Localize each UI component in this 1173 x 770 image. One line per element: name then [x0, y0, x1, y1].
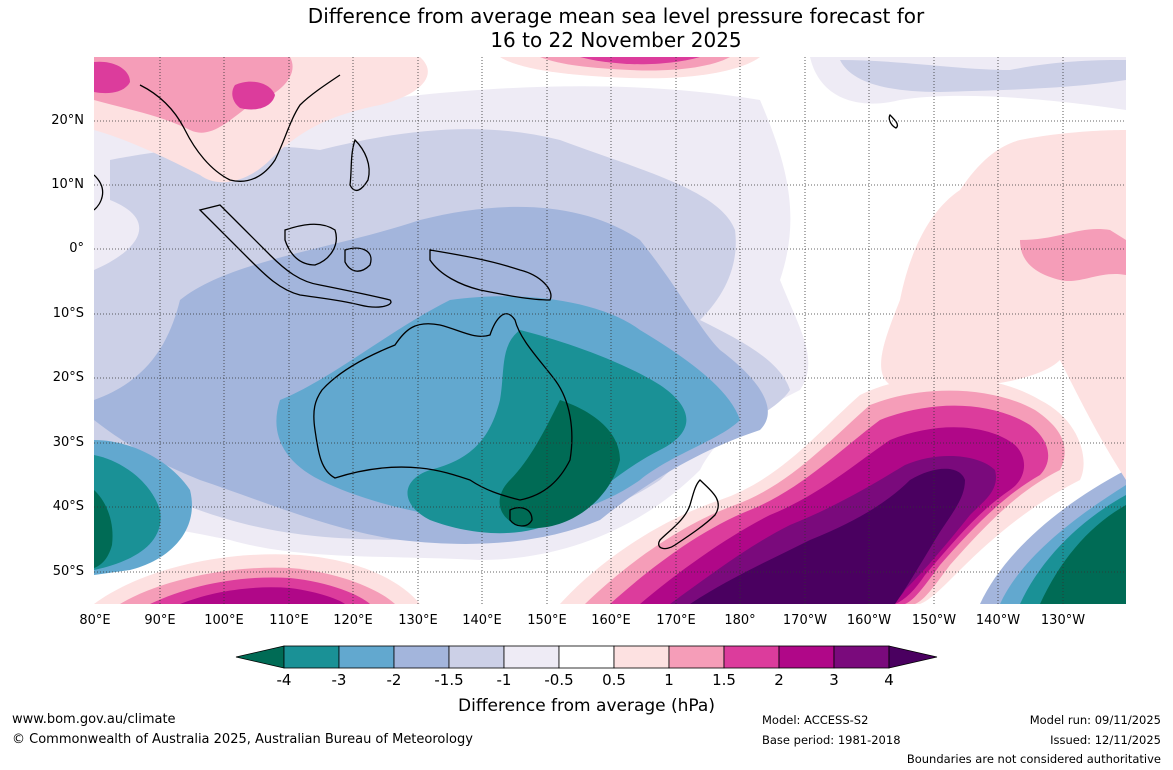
colorbar-arrow-low	[235, 645, 285, 669]
anomaly-field	[94, 57, 1126, 604]
lon-label: 180°	[724, 613, 756, 628]
lon-label: 170°E	[656, 613, 696, 628]
boundary-disclaimer: Boundaries are not considered authoritat…	[906, 752, 1161, 766]
lon-label: 140°W	[975, 613, 1021, 628]
lat-label: 10°N	[51, 177, 84, 192]
colorbar-arrow-high	[888, 645, 938, 669]
colorbar-tick: -1.5	[434, 671, 464, 689]
colorbar-tick: 1	[664, 671, 674, 689]
lon-label: 160°W	[846, 613, 892, 628]
colorbar-swatch	[558, 645, 615, 669]
colorbar-tick: 4	[884, 671, 894, 689]
colorbar-tick: 2	[774, 671, 784, 689]
website-link[interactable]: www.bom.gov.au/climate	[12, 712, 176, 727]
colorbar-swatch	[613, 645, 670, 669]
model-name: Model: ACCESS-S2	[762, 713, 869, 727]
lat-label: 20°N	[51, 113, 84, 128]
lon-label: 170°W	[782, 613, 828, 628]
model-run: Model run: 09/11/2025	[1029, 713, 1161, 727]
lon-label: 90°E	[144, 613, 176, 628]
lon-label: 160°E	[591, 613, 631, 628]
lon-label: 150°E	[527, 613, 567, 628]
colorbar-swatch	[668, 645, 725, 669]
lon-label: 150°W	[911, 613, 957, 628]
colorbar-tick: -4	[276, 671, 292, 689]
colorbar-title: Difference from average (hPa)	[458, 696, 715, 716]
colorbar-swatch	[448, 645, 505, 669]
issued-date: Issued: 12/11/2025	[1050, 733, 1161, 747]
colorbar-tick: 1.5	[712, 671, 736, 689]
colorbar-swatch	[723, 645, 780, 669]
map-title: Difference from average mean sea level p…	[0, 4, 1173, 52]
colorbar-tick: -2	[386, 671, 402, 689]
lon-label: 80°E	[79, 613, 111, 628]
colorbar-swatch	[503, 645, 560, 669]
lat-label: 20°S	[52, 370, 84, 385]
copyright: © Commonwealth of Australia 2025, Austra…	[12, 732, 473, 747]
colorbar-swatch	[283, 645, 340, 669]
colorbar-swatch	[338, 645, 395, 669]
coastlines	[94, 74, 899, 550]
lon-label: 140°E	[462, 613, 502, 628]
colorbar	[235, 645, 938, 669]
colorbar-tick: -3	[331, 671, 347, 689]
colorbar-tick: 3	[829, 671, 839, 689]
colorbar-tick: -0.5	[544, 671, 574, 689]
colorbar-swatch	[833, 645, 890, 669]
lon-label: 120°E	[333, 613, 373, 628]
lon-label: 130°W	[1040, 613, 1086, 628]
colorbar-swatch	[393, 645, 450, 669]
lat-label: 0°	[69, 241, 84, 256]
title-line-2: 16 to 22 November 2025	[490, 28, 742, 52]
lat-label: 10°S	[52, 306, 84, 321]
lat-label: 40°S	[52, 499, 84, 514]
lon-label: 110°E	[269, 613, 309, 628]
lat-label: 50°S	[52, 564, 84, 579]
colorbar-swatch	[778, 645, 835, 669]
gridlines	[94, 57, 1126, 604]
colorbar-tick: 0.5	[602, 671, 626, 689]
lon-label: 100°E	[204, 613, 244, 628]
title-line-1: Difference from average mean sea level p…	[307, 4, 925, 28]
lat-label: 30°S	[52, 435, 84, 450]
base-period: Base period: 1981-2018	[762, 733, 901, 747]
lon-label: 130°E	[398, 613, 438, 628]
colorbar-tick: -1	[496, 671, 512, 689]
